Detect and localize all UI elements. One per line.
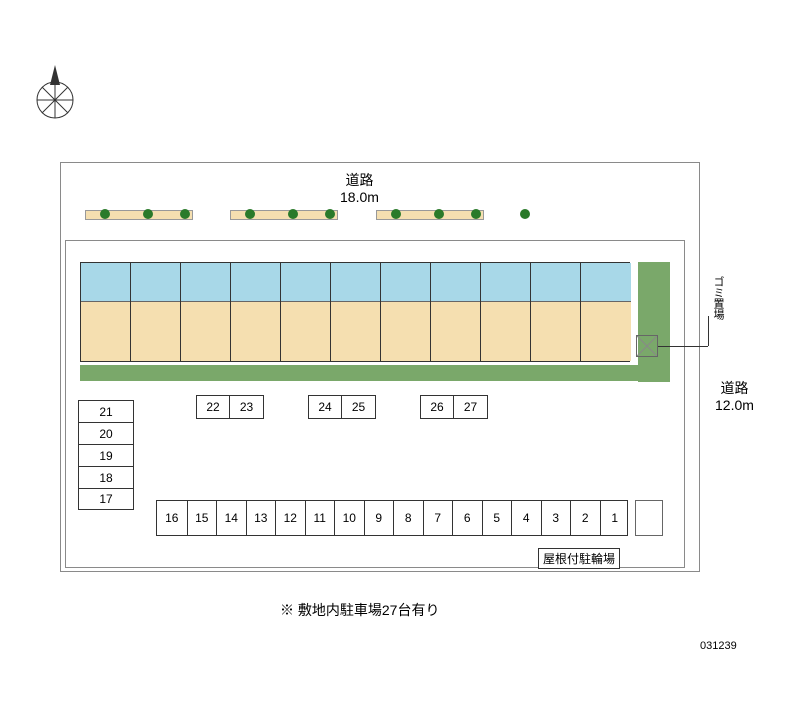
parking-slot: 12 — [275, 501, 305, 535]
building — [80, 262, 630, 362]
unit-upper — [481, 263, 530, 302]
building-unit — [281, 263, 331, 361]
tree-icon — [100, 209, 110, 219]
site-plan: 道路 18.0m 道路 12.0m ゴミ置場 222324252627 2120… — [0, 0, 800, 727]
leader-line — [708, 316, 709, 346]
unit-upper — [431, 263, 480, 302]
parking-slot: 25 — [342, 395, 376, 419]
parking-slot: 4 — [511, 501, 541, 535]
parking-slot: 18 — [78, 466, 134, 488]
unit-upper — [281, 263, 330, 302]
unit-lower — [81, 302, 130, 361]
unit-lower — [381, 302, 430, 361]
lower-parking: 16151413121110987654321 — [156, 500, 628, 536]
unit-lower — [331, 302, 380, 361]
parking-slot: 8 — [393, 501, 423, 535]
unit-lower — [431, 302, 480, 361]
leader-line — [658, 346, 708, 347]
parking-slot: 16 — [157, 501, 187, 535]
unit-lower — [181, 302, 230, 361]
tree-icon — [325, 209, 335, 219]
parking-slot: 5 — [482, 501, 512, 535]
parking-slot: 13 — [246, 501, 276, 535]
road-label-top: 道路 18.0m — [340, 172, 379, 206]
unit-upper — [531, 263, 580, 302]
parking-slot: 2 — [570, 501, 600, 535]
building-unit — [131, 263, 181, 361]
parking-slot: 3 — [541, 501, 571, 535]
parking-slot: 21 — [78, 400, 134, 422]
building-unit — [481, 263, 531, 361]
unit-upper — [81, 263, 130, 302]
building-unit — [531, 263, 581, 361]
unit-upper — [181, 263, 230, 302]
unit-lower — [481, 302, 530, 361]
parking-slot: 6 — [452, 501, 482, 535]
trash-label: ゴミ置場 — [710, 276, 726, 320]
road-label-right: 道路 12.0m — [715, 380, 754, 414]
building-unit — [431, 263, 481, 361]
parking-slot: 7 — [423, 501, 453, 535]
building-unit — [581, 263, 631, 361]
unit-lower — [281, 302, 330, 361]
parking-slot: 14 — [216, 501, 246, 535]
hedge-bottom — [80, 365, 670, 381]
compass-icon — [30, 60, 80, 140]
unit-upper — [581, 263, 631, 302]
tree-icon — [391, 209, 401, 219]
bike-label: 屋根付駐輪場 — [538, 548, 620, 569]
unit-lower — [231, 302, 280, 361]
road-right-text: 道路 — [720, 380, 748, 396]
parking-slot: 20 — [78, 422, 134, 444]
parking-slot: 22 — [196, 395, 230, 419]
unit-upper — [331, 263, 380, 302]
parking-slot: 26 — [420, 395, 454, 419]
unit-upper — [131, 263, 180, 302]
parking-slot: 11 — [305, 501, 335, 535]
parking-slot: 15 — [187, 501, 217, 535]
parking-slot: 17 — [78, 488, 134, 510]
building-unit — [331, 263, 381, 361]
tree-icon — [180, 209, 190, 219]
unit-upper — [231, 263, 280, 302]
building-unit — [231, 263, 281, 361]
road-top-width: 18.0m — [340, 189, 379, 206]
tree-icon — [143, 209, 153, 219]
parking-slot: 19 — [78, 444, 134, 466]
parking-slot: 9 — [364, 501, 394, 535]
parking-slot: 24 — [308, 395, 342, 419]
parking-slot: 1 — [600, 501, 630, 535]
parking-slot: 23 — [230, 395, 264, 419]
unit-lower — [531, 302, 580, 361]
unit-upper — [381, 263, 430, 302]
building-unit — [81, 263, 131, 361]
road-top-text: 道路 — [340, 172, 379, 189]
unit-lower — [131, 302, 180, 361]
tree-icon — [471, 209, 481, 219]
trash-area — [636, 335, 658, 357]
hedge-right — [638, 262, 670, 382]
building-unit — [381, 263, 431, 361]
building-unit — [181, 263, 231, 361]
document-number: 031239 — [700, 640, 737, 652]
tree-icon — [245, 209, 255, 219]
tree-icon — [434, 209, 444, 219]
tree-icon — [288, 209, 298, 219]
parking-slot: 27 — [454, 395, 488, 419]
road-right-width: 12.0m — [715, 397, 754, 413]
bike-storage — [635, 500, 663, 536]
tree-icon — [520, 209, 530, 219]
parking-slot: 10 — [334, 501, 364, 535]
unit-lower — [581, 302, 631, 361]
parking-note: ※ 敷地内駐車場27台有り — [280, 600, 439, 620]
